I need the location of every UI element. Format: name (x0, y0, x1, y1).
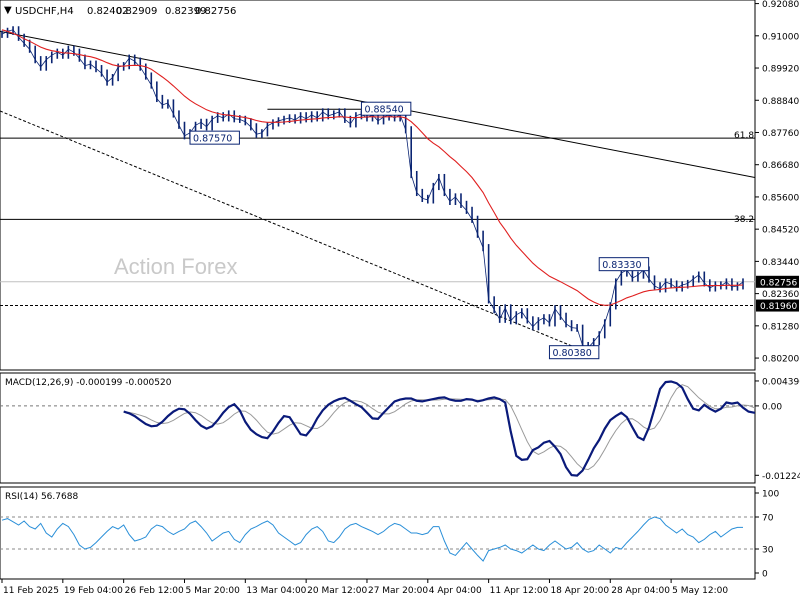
rsi-axis-label: 0 (762, 570, 768, 580)
price-axis-label: 0.81280 (762, 322, 799, 332)
chart-title-triangle[interactable]: ▼ (4, 5, 12, 16)
rsi-axis-label: 70 (762, 514, 774, 524)
price-annotation-label: 0.87570 (193, 134, 232, 145)
time-axis-label: 27 Mar 20:00 (368, 586, 428, 596)
ohlc-high: 0.82909 (116, 6, 157, 17)
time-axis-label: 19 Feb 04:00 (64, 586, 123, 596)
price-annotation-label: 0.80380 (552, 348, 591, 359)
rsi-label: RSI(14) 56.7688 (5, 492, 78, 502)
price-annotation-box (598, 257, 650, 272)
ohlc-open: 0.82402 (87, 6, 128, 17)
price-annotation-box (189, 130, 240, 145)
price-axis-label: 0.91000 (762, 32, 799, 42)
price-panel-frame (0, 0, 756, 371)
macd-line (123, 380, 755, 477)
time-axis-label: 26 Feb 12:00 (125, 586, 184, 596)
price-annotations: 0.87570 0.88540 0.83330 0.80380 (189, 101, 650, 360)
price-annotation-label: 0.88540 (364, 105, 403, 116)
rsi-axis-label: 100 (762, 490, 779, 500)
time-axis-label: 4 Apr 04:00 (429, 586, 482, 596)
time-axis-label: 5 May 12:00 (672, 586, 728, 596)
macd-axis-label: 0.00 (762, 402, 782, 412)
time-axis-label: 13 Mar 04:00 (246, 586, 306, 596)
price-axis-label: 0.88840 (762, 97, 799, 107)
price-axis-label: 0.82360 (762, 290, 799, 300)
macd-panel-frame (0, 372, 756, 484)
current-price-badge: 0.82756 (760, 278, 797, 288)
price-axis-label: 0.84520 (762, 226, 799, 236)
price-axis-label: 0.85600 (762, 193, 799, 203)
time-axis-label: 11 Feb 2025 (3, 586, 59, 596)
macd-label: MACD(12,26,9) -0.000199 -0.000520 (5, 378, 172, 388)
macd-plot (0, 380, 755, 477)
price-axis-label: 0.83440 (762, 258, 799, 268)
price-axis-label: 0.87760 (762, 129, 799, 139)
time-axis-label: 20 Mar 12:00 (307, 586, 367, 596)
moving-average-line (1, 29, 744, 306)
price-axis-label: 0.92080 (762, 0, 799, 10)
price-axis: 0.92080 0.91000 0.89920 0.88840 0.87760 0.866… (755, 0, 799, 365)
ohlc-low: 0.82399 (165, 6, 206, 17)
rsi-axis-label: 30 (762, 546, 774, 556)
rsi-line (1, 516, 743, 562)
fib-618-label: 61.8 (734, 131, 754, 141)
time-axis: 11 Feb 2025 19 Feb 04:00 26 Feb 12:00 5 Mar… (1, 579, 728, 596)
current-price-badge-bg (756, 275, 799, 288)
chart-title: USDCHF,H4 (15, 6, 74, 17)
watermark: Action Forex (114, 254, 238, 279)
price-annotation-box (360, 101, 412, 116)
price-axis-label: 0.80200 (762, 355, 799, 365)
time-axis-label: 5 Mar 20:00 (185, 586, 240, 596)
support-price-badge: 0.81960 (760, 302, 797, 312)
rsi-plot (0, 516, 755, 562)
price-annotation-label: 0.83330 (602, 260, 641, 271)
price-axis-label: 0.89920 (762, 65, 799, 75)
price-axis-label: 0.86680 (762, 161, 799, 171)
support-price-badge-bg (756, 299, 799, 312)
downtrend-line-lower (0, 110, 589, 354)
ohlc-close: 0.82756 (195, 6, 236, 17)
macd-axis-label: 0.004396 (762, 377, 800, 387)
rsi-panel-frame (0, 486, 756, 580)
time-axis-label: 18 Apr 20:00 (550, 586, 609, 596)
time-axis-label: 11 Apr 12:00 (490, 586, 549, 596)
time-axis-label: 28 Apr 04:00 (611, 586, 670, 596)
fib-382-label: 38.2 (734, 215, 754, 225)
price-annotation-box (548, 345, 600, 360)
rsi-axis: 100 70 30 0 (755, 490, 779, 580)
